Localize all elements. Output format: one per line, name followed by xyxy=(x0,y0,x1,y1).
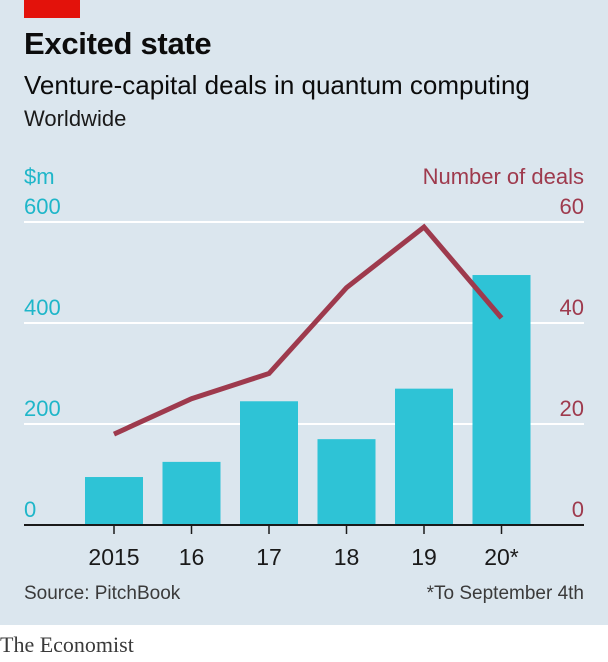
x-tick-label: 20* xyxy=(484,544,519,570)
bar xyxy=(162,461,221,525)
right-tick-label: 0 xyxy=(572,497,584,522)
right-tick-label: 40 xyxy=(560,295,584,320)
right-tick-label: 20 xyxy=(560,396,584,421)
chart-plot: 0 0 200 20 400 40 600 60 2015 16 17 18 19 20* xyxy=(24,194,584,570)
chart-subtitle: Venture-capital deals in quantum computi… xyxy=(24,70,530,100)
brand-logo-text: The Economist xyxy=(0,632,134,657)
source-note: Source: PitchBook xyxy=(24,583,181,604)
bar xyxy=(472,275,531,525)
x-tick-label: 2015 xyxy=(88,544,139,570)
brand-tag xyxy=(24,0,80,18)
x-tick-label: 17 xyxy=(256,544,282,570)
left-tick-label: 0 xyxy=(24,497,36,522)
x-tick-label: 19 xyxy=(411,544,437,570)
x-tick-label: 16 xyxy=(179,544,205,570)
bar xyxy=(240,401,298,525)
bar xyxy=(317,439,376,525)
footnote: *To September 4th xyxy=(426,583,584,604)
left-tick-label: 400 xyxy=(24,295,61,320)
left-tick-label: 600 xyxy=(24,194,61,219)
x-tick-label: 18 xyxy=(334,544,360,570)
deals-line xyxy=(112,223,504,437)
chart-region: Worldwide xyxy=(24,106,127,131)
bar xyxy=(85,477,143,525)
left-axis-unit: $m xyxy=(24,164,55,189)
right-tick-label: 60 xyxy=(560,194,584,219)
left-tick-label: 200 xyxy=(24,396,61,421)
chart-title: Excited state xyxy=(24,26,212,61)
right-axis-unit: Number of deals xyxy=(422,164,584,189)
bar xyxy=(395,388,453,525)
